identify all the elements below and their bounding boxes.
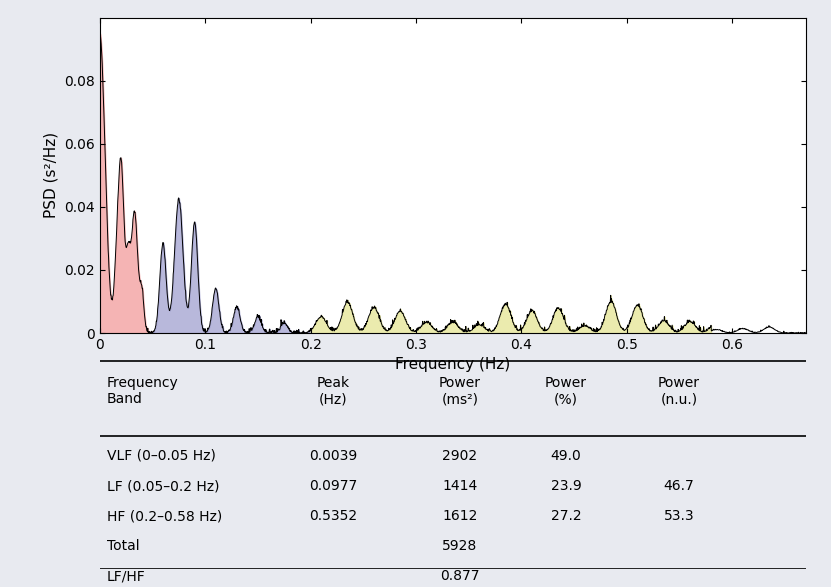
X-axis label: Frequency (Hz): Frequency (Hz) (396, 357, 510, 373)
Text: 1612: 1612 (442, 509, 478, 523)
Text: 0.0039: 0.0039 (308, 449, 357, 463)
Text: 27.2: 27.2 (551, 509, 581, 523)
Text: Peak
(Hz): Peak (Hz) (317, 376, 349, 406)
Text: 0.0977: 0.0977 (308, 479, 357, 493)
Text: 53.3: 53.3 (664, 509, 694, 523)
Text: 0.5352: 0.5352 (309, 509, 356, 523)
Text: 2902: 2902 (442, 449, 478, 463)
Text: Total: Total (106, 539, 140, 554)
Text: 23.9: 23.9 (550, 479, 582, 493)
Y-axis label: PSD (s²/Hz): PSD (s²/Hz) (43, 132, 58, 218)
Text: VLF (0–0.05 Hz): VLF (0–0.05 Hz) (106, 449, 216, 463)
Text: Frequency
Band: Frequency Band (106, 376, 179, 406)
Text: 0.877: 0.877 (440, 569, 479, 583)
Text: LF/HF: LF/HF (106, 569, 145, 583)
Text: 1414: 1414 (442, 479, 478, 493)
Text: Power
(n.u.): Power (n.u.) (658, 376, 700, 406)
Text: 46.7: 46.7 (663, 479, 695, 493)
Text: Power
(ms²): Power (ms²) (439, 376, 481, 406)
Text: HF (0.2–0.58 Hz): HF (0.2–0.58 Hz) (106, 509, 222, 523)
Text: LF (0.05–0.2 Hz): LF (0.05–0.2 Hz) (106, 479, 219, 493)
Text: 5928: 5928 (442, 539, 478, 554)
Text: 49.0: 49.0 (550, 449, 582, 463)
Text: Power
(%): Power (%) (545, 376, 587, 406)
